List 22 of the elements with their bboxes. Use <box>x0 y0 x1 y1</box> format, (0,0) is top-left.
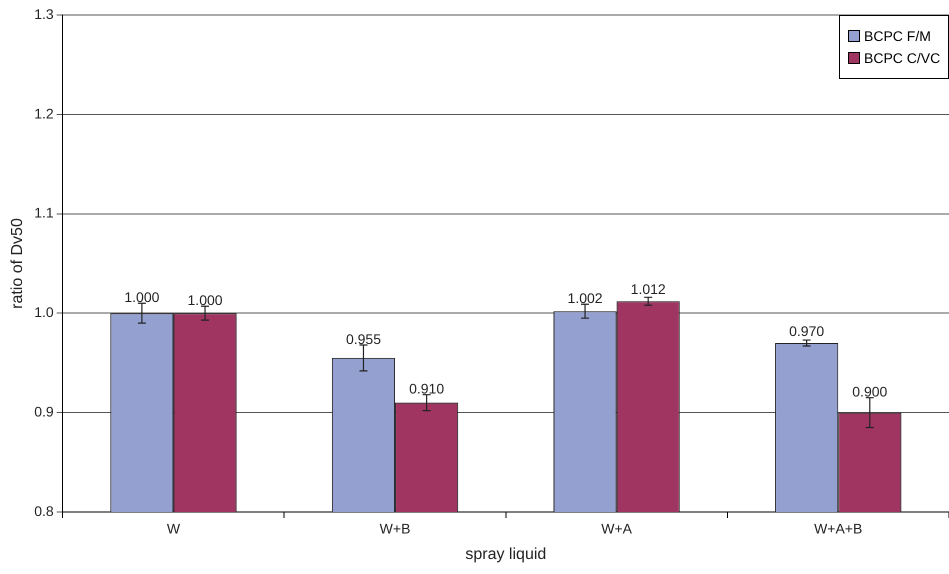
data-label: 0.900 <box>852 384 888 400</box>
data-label: 0.970 <box>789 322 824 339</box>
data-label: 1.012 <box>630 281 666 298</box>
y-axis-title: ratio of Dv50 <box>9 218 26 309</box>
y-tick-label: 1.2 <box>34 105 54 122</box>
legend-label: BCPC C/VC <box>864 50 940 66</box>
x-tick-label: W+A <box>601 520 633 536</box>
data-label: 1.000 <box>188 292 223 308</box>
y-tick-label: 1.0 <box>34 304 54 320</box>
data-label: 0.910 <box>409 380 444 397</box>
y-tick-label: 1.1 <box>34 204 54 221</box>
x-axis-title: spray liquid <box>465 546 546 563</box>
x-tick-label: W <box>166 520 181 536</box>
data-label: 1.002 <box>568 290 603 306</box>
data-label: 1.000 <box>124 289 160 306</box>
data-label: 0.955 <box>346 330 382 347</box>
y-tick-label: 0.8 <box>34 502 54 519</box>
y-tick-label: 0.9 <box>34 403 54 420</box>
legend-label: BCPC F/M <box>864 28 931 44</box>
y-tick-label: 1.3 <box>34 6 54 22</box>
x-tick-label: W+A+B <box>814 520 862 536</box>
x-tick-label: W+B <box>380 520 410 536</box>
